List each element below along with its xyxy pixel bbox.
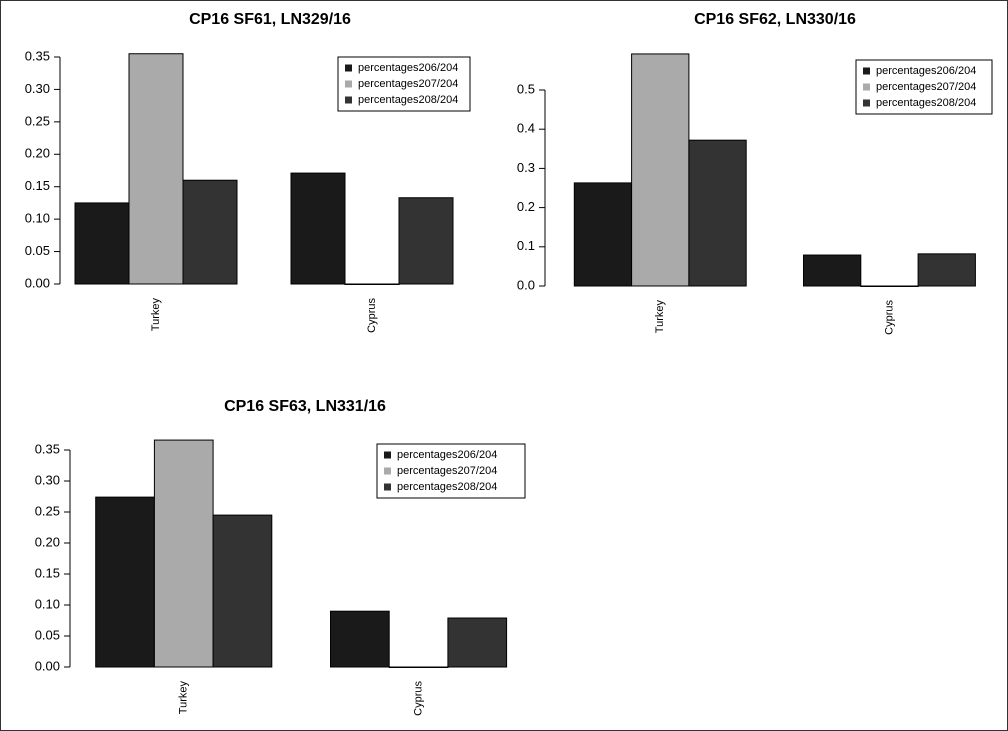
legend-label: percentages206/204 xyxy=(876,65,976,77)
chart-title: CP16 SF63, LN331/16 xyxy=(224,398,386,415)
x-tick-label: Turkey xyxy=(178,681,190,715)
y-tick-label: 0.05 xyxy=(35,627,60,642)
legend-label: percentages208/204 xyxy=(358,94,458,106)
y-tick-label: 0.30 xyxy=(35,472,60,487)
bar xyxy=(917,253,976,287)
y-tick-label: 0.20 xyxy=(35,534,60,549)
bar xyxy=(74,202,130,285)
y-tick-label: 0.05 xyxy=(25,243,50,258)
bar xyxy=(447,617,508,668)
legend-label: percentages207/204 xyxy=(397,465,497,477)
chart-title: CP16 SF62, LN330/16 xyxy=(694,11,856,28)
legend-box xyxy=(376,443,526,499)
y-tick-label: 0.35 xyxy=(35,441,60,456)
bar xyxy=(803,254,862,287)
y-tick-label: 0.3 xyxy=(517,160,535,175)
y-tick-label: 0.15 xyxy=(25,178,50,193)
bar xyxy=(344,283,400,285)
y-tick-label: 0.00 xyxy=(25,275,50,290)
y-tick-label: 0.2 xyxy=(517,199,535,214)
legend-label: percentages206/204 xyxy=(397,449,497,461)
bar xyxy=(398,197,454,285)
y-tick-label: 0.35 xyxy=(25,48,50,63)
legend-swatch xyxy=(384,451,391,459)
bar xyxy=(573,182,633,287)
y-tick-label: 0.25 xyxy=(35,503,60,518)
legend-label: percentages207/204 xyxy=(876,81,976,93)
legend-box xyxy=(337,56,471,112)
bar xyxy=(330,610,390,668)
bar xyxy=(182,179,238,285)
legend-label: percentages206/204 xyxy=(358,62,458,74)
x-tick-label: Cyprus xyxy=(366,298,378,333)
x-tick-label: Turkey xyxy=(654,300,666,334)
legend-swatch xyxy=(863,83,870,91)
y-tick-label: 0.10 xyxy=(25,211,50,226)
y-tick-label: 0.25 xyxy=(25,113,50,128)
y-tick-label: 0.4 xyxy=(517,121,535,136)
legend-swatch xyxy=(345,80,352,88)
bar xyxy=(688,139,747,287)
bar xyxy=(212,514,273,668)
legend-swatch xyxy=(345,96,352,104)
legend-label: percentages208/204 xyxy=(397,481,497,493)
bar xyxy=(95,496,155,668)
legend-swatch xyxy=(384,467,391,475)
y-tick-label: 0.5 xyxy=(517,81,535,96)
bar xyxy=(860,285,919,287)
y-tick-label: 0.15 xyxy=(35,565,60,580)
x-tick-label: Cyprus xyxy=(883,300,895,335)
bar xyxy=(388,666,449,668)
y-tick-label: 0.10 xyxy=(35,596,60,611)
legend-label: percentages208/204 xyxy=(876,97,976,109)
y-tick-label: 0.0 xyxy=(517,277,535,292)
legend-swatch xyxy=(863,67,870,75)
y-tick-label: 0.1 xyxy=(517,238,535,253)
legend-box xyxy=(855,59,993,115)
legend-swatch xyxy=(863,99,870,107)
y-tick-label: 0.00 xyxy=(35,658,60,673)
legend-swatch xyxy=(384,483,391,491)
y-tick-label: 0.30 xyxy=(25,81,50,96)
bar xyxy=(631,53,690,287)
bar xyxy=(128,53,184,285)
y-tick-label: 0.20 xyxy=(25,146,50,161)
chart-title: CP16 SF61, LN329/16 xyxy=(189,11,351,28)
legend-swatch xyxy=(345,64,352,72)
legend-label: percentages207/204 xyxy=(358,78,458,90)
bar xyxy=(153,439,214,668)
x-tick-label: Turkey xyxy=(150,298,162,332)
x-tick-label: Cyprus xyxy=(412,681,424,716)
bar xyxy=(290,172,346,285)
